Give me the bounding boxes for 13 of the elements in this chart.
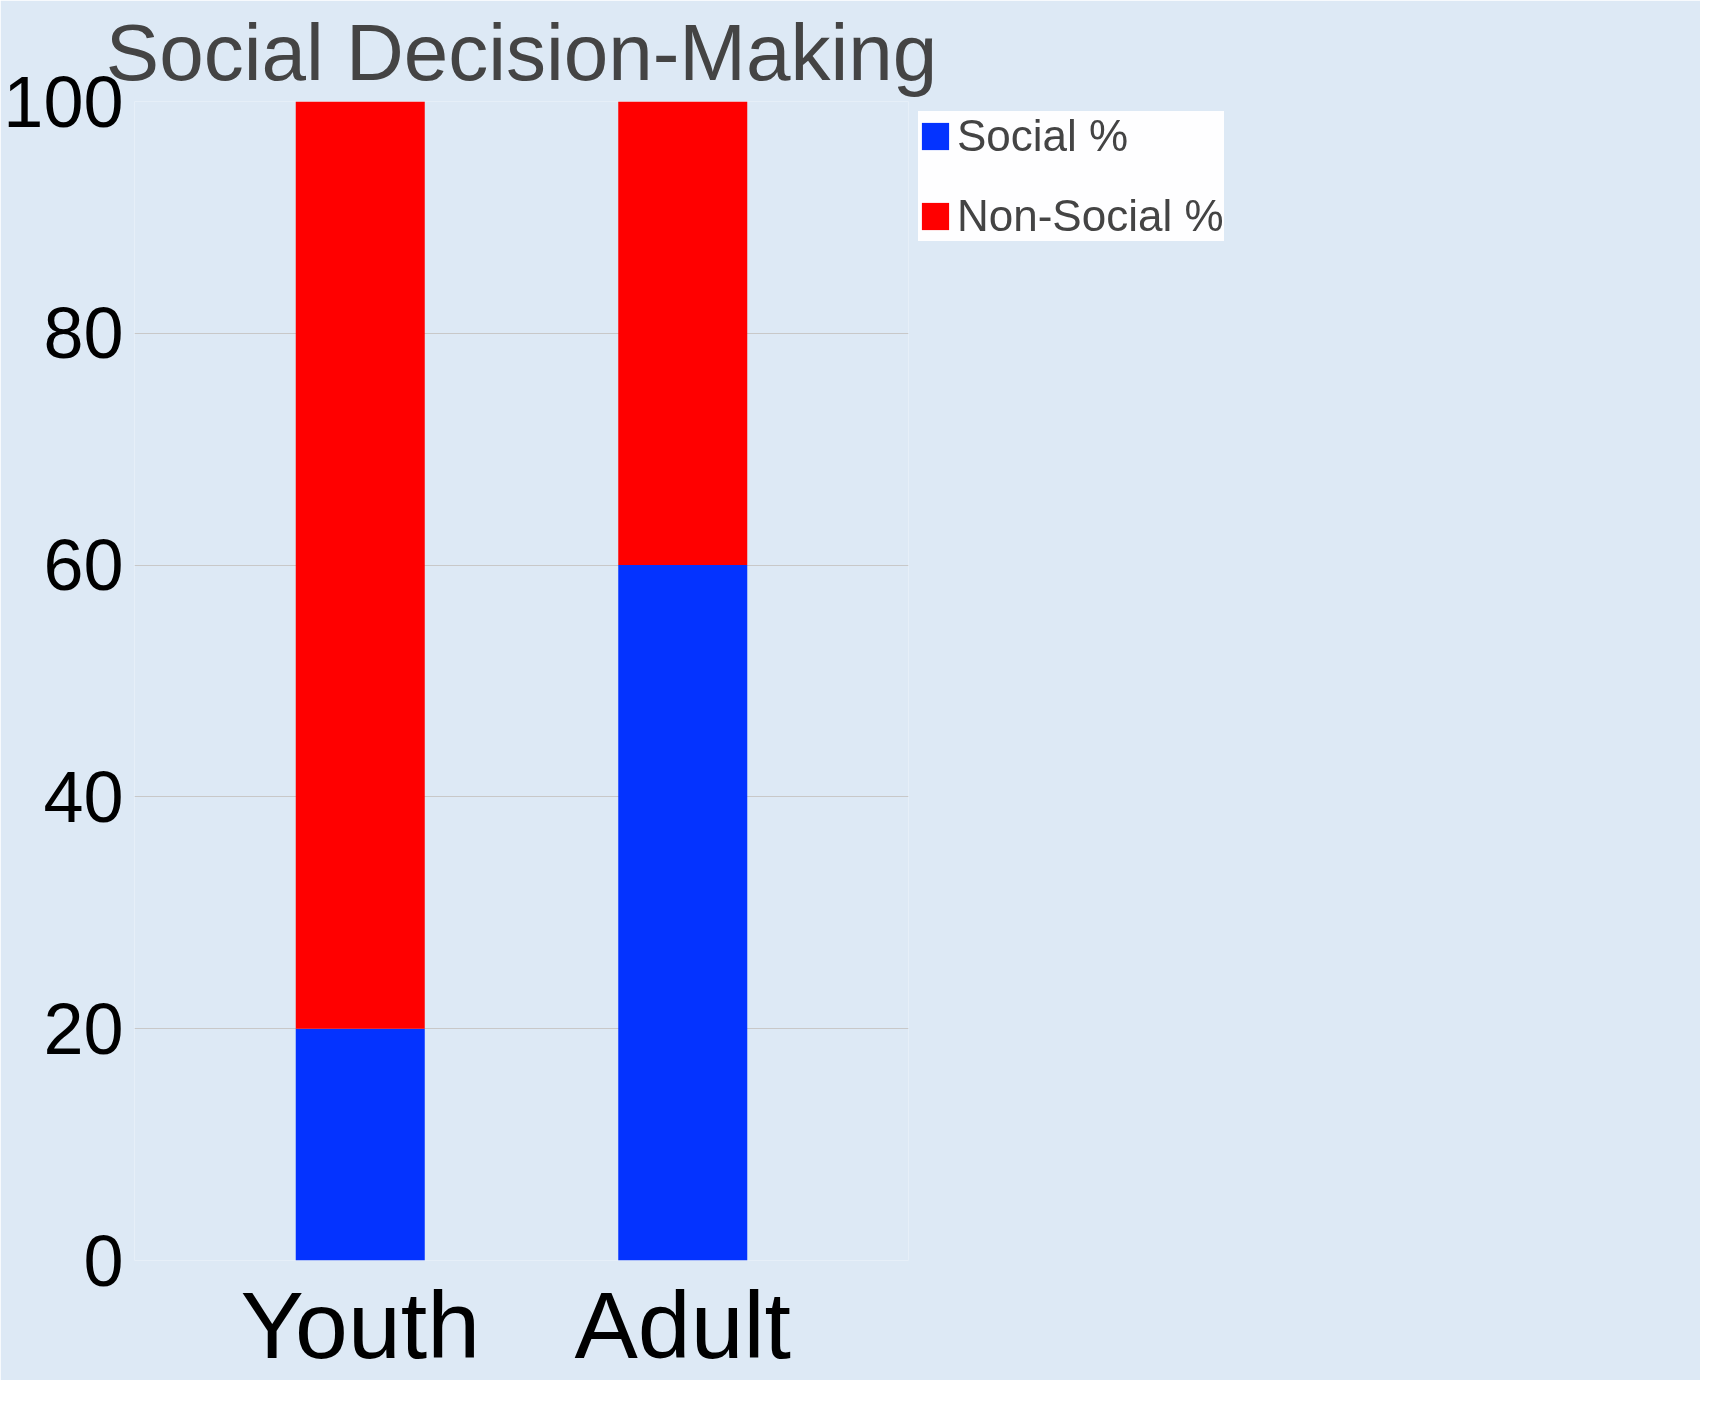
- x-tick-label: Adult: [574, 1271, 792, 1378]
- legend-label: Non-Social %: [957, 191, 1224, 241]
- y-tick-label: 40: [43, 756, 124, 837]
- y-tick-label: 0: [83, 1220, 124, 1301]
- x-tick-label: Youth: [240, 1271, 481, 1378]
- bar: [295, 1028, 425, 1261]
- legend-label: Social %: [957, 111, 1129, 161]
- bar: [618, 101, 748, 566]
- bar: [618, 565, 748, 1261]
- y-tick-label: 20: [43, 988, 124, 1069]
- y-tick-label: 80: [43, 293, 124, 374]
- y-tick-label: 60: [43, 525, 124, 606]
- bar: [295, 101, 425, 1029]
